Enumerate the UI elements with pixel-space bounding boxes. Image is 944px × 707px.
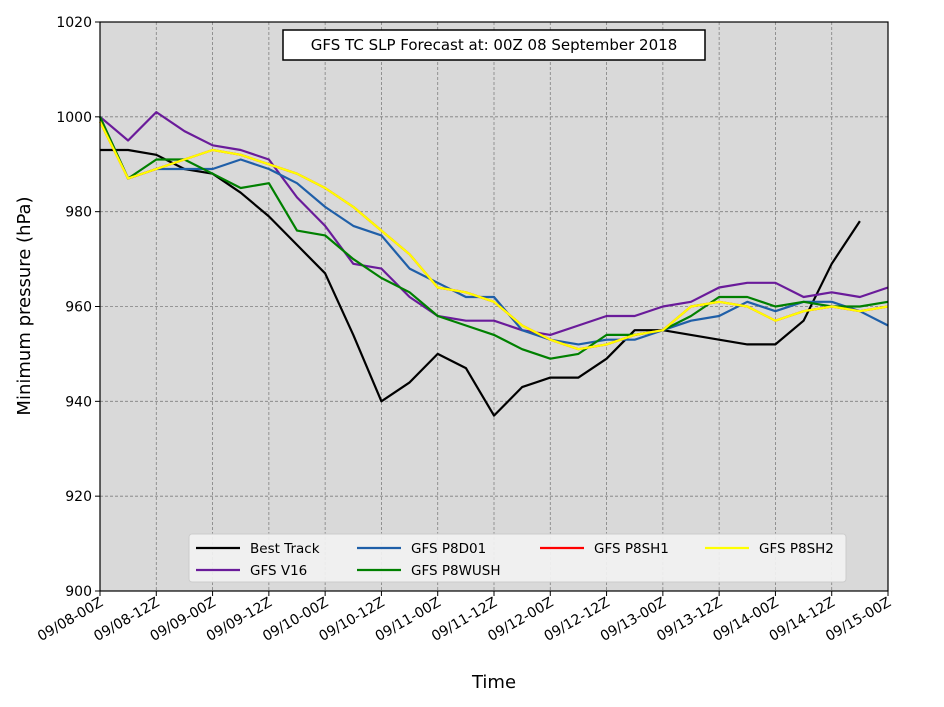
legend-item: GFS P8WUSH xyxy=(357,563,501,579)
series-line-5 xyxy=(99,121,889,351)
y-tick-label: 980 xyxy=(65,205,92,221)
chart-title-box: GFS TC SLP Forecast at: 00Z 08 September… xyxy=(282,29,706,61)
y-tick-label: 1020 xyxy=(56,15,92,31)
x-axis-ticks: 09/08-00Z09/08-12Z09/09-00Z09/09-12Z09/1… xyxy=(35,591,894,645)
series-line-2 xyxy=(98,116,889,346)
legend-label: GFS P8D01 xyxy=(411,541,486,557)
y-tick-label: 940 xyxy=(65,394,92,410)
y-tick-label: 920 xyxy=(65,489,92,505)
y-axis-ticks: 900 920 940 960 980 1000 1020 xyxy=(56,15,100,600)
y-axis-label: Minimum pressure (hPa) xyxy=(14,196,35,415)
legend-label: GFS P8WUSH xyxy=(411,563,501,579)
x-axis-label: Time xyxy=(471,672,516,693)
series-line-0 xyxy=(100,148,861,417)
legend-item: GFS P8SH2 xyxy=(705,541,834,557)
chart-title: GFS TC SLP Forecast at: 00Z 08 September… xyxy=(311,36,677,54)
series-line-1 xyxy=(99,111,889,336)
y-tick-label: 900 xyxy=(65,584,92,600)
legend-item: GFS P8D01 xyxy=(357,541,486,557)
y-tick-label: 1000 xyxy=(56,110,92,126)
legend-label: GFS V16 xyxy=(250,563,307,579)
grid xyxy=(100,22,888,591)
legend-item: GFS P8SH1 xyxy=(540,541,669,557)
series-line-3 xyxy=(98,116,889,360)
legend-label: GFS P8SH2 xyxy=(759,541,834,557)
legend-label: Best Track xyxy=(250,541,320,557)
legend-box xyxy=(188,533,847,583)
y-tick-label: 960 xyxy=(65,300,92,316)
series-lines xyxy=(98,111,889,417)
legend-item: GFS V16 xyxy=(196,563,307,579)
legend-label: GFS P8SH1 xyxy=(594,541,669,557)
legend-item: Best Track xyxy=(196,541,320,557)
legend: Best Track GFS V16 GFS P8D01 GFS P8WUSH GFS … xyxy=(188,533,847,583)
